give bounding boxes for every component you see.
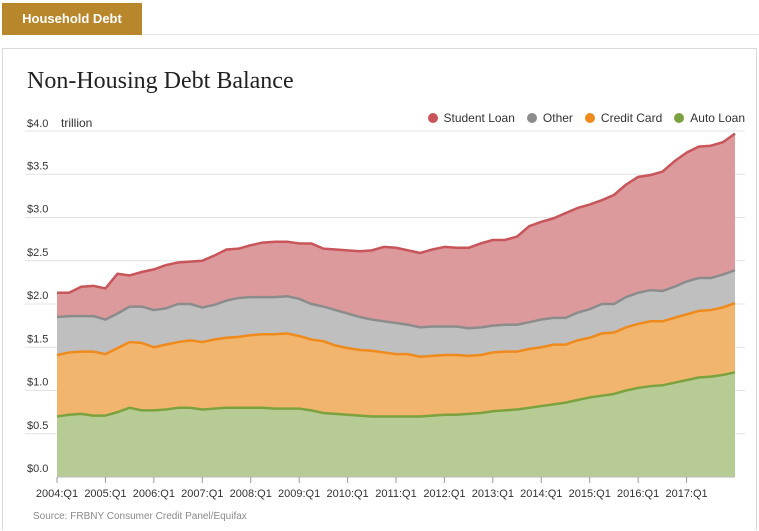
x-tick-label: 2005:Q1 xyxy=(84,488,126,500)
legend-item-student-loan[interactable]: Student Loan xyxy=(427,111,515,125)
legend-swatch xyxy=(584,113,595,123)
x-tick-label: 2013:Q1 xyxy=(472,488,514,500)
chart-panel xyxy=(2,48,757,530)
x-tick-label: 2017:Q1 xyxy=(665,488,707,500)
x-tick-label: 2009:Q1 xyxy=(278,488,320,500)
chart-legend: Student Loan Other Credit Card Auto Loan xyxy=(416,111,745,125)
x-tick-label: 2014:Q1 xyxy=(520,488,562,500)
y-tick-label: $1.5 xyxy=(27,333,48,345)
x-tick-label: 2011:Q1 xyxy=(375,488,416,500)
legend-label: Auto Loan xyxy=(690,111,745,125)
line-other xyxy=(56,269,736,330)
legend-swatch xyxy=(427,113,438,123)
legend-swatch xyxy=(674,113,685,123)
legend-item-credit-card[interactable]: Credit Card xyxy=(584,111,663,125)
area-other xyxy=(57,270,735,357)
x-tick-label: 2015:Q1 xyxy=(569,488,611,500)
y-tick-label: $1.0 xyxy=(27,377,48,389)
area-student-loan xyxy=(57,133,735,329)
y-tick-label: $0.5 xyxy=(27,420,48,432)
x-tick-label: 2016:Q1 xyxy=(617,488,659,500)
x-tick-label: 2006:Q1 xyxy=(133,488,175,500)
x-tick-label: 2007:Q1 xyxy=(181,488,223,500)
y-tick-label: $2.0 xyxy=(27,290,48,302)
legend-label: Credit Card xyxy=(600,111,663,125)
x-tick-label: 2012:Q1 xyxy=(423,488,465,500)
household-debt-tab[interactable]: Household Debt xyxy=(2,3,142,35)
chart-title: Non-Housing Debt Balance xyxy=(27,68,294,94)
y-tick-label: $4.0 xyxy=(27,118,48,130)
legend-item-other[interactable]: Other xyxy=(526,111,573,125)
area-credit-card xyxy=(57,303,735,417)
y-tick-label: $3.0 xyxy=(27,204,48,216)
tab-divider xyxy=(142,34,759,35)
legend-label: Other xyxy=(542,111,573,125)
y-unit-label: trillion xyxy=(61,116,93,130)
source-note: Source: FRBNY Consumer Credit Panel/Equi… xyxy=(33,511,247,522)
y-tick-label: $2.5 xyxy=(27,247,48,259)
y-tick-label: $3.5 xyxy=(27,160,48,172)
x-tick-label: 2004:Q1 xyxy=(36,488,78,500)
legend-item-auto-loan[interactable]: Auto Loan xyxy=(674,111,745,125)
x-tick-label: 2008:Q1 xyxy=(230,488,272,500)
legend-label: Student Loan xyxy=(443,111,515,125)
line-credit-card xyxy=(56,301,736,359)
y-tick-label: $0.0 xyxy=(27,463,48,475)
legend-swatch xyxy=(526,113,537,123)
x-tick-label: 2010:Q1 xyxy=(326,488,368,500)
line-auto-loan xyxy=(56,371,736,418)
line-student-loan xyxy=(57,132,736,294)
area-auto-loan xyxy=(57,372,735,477)
